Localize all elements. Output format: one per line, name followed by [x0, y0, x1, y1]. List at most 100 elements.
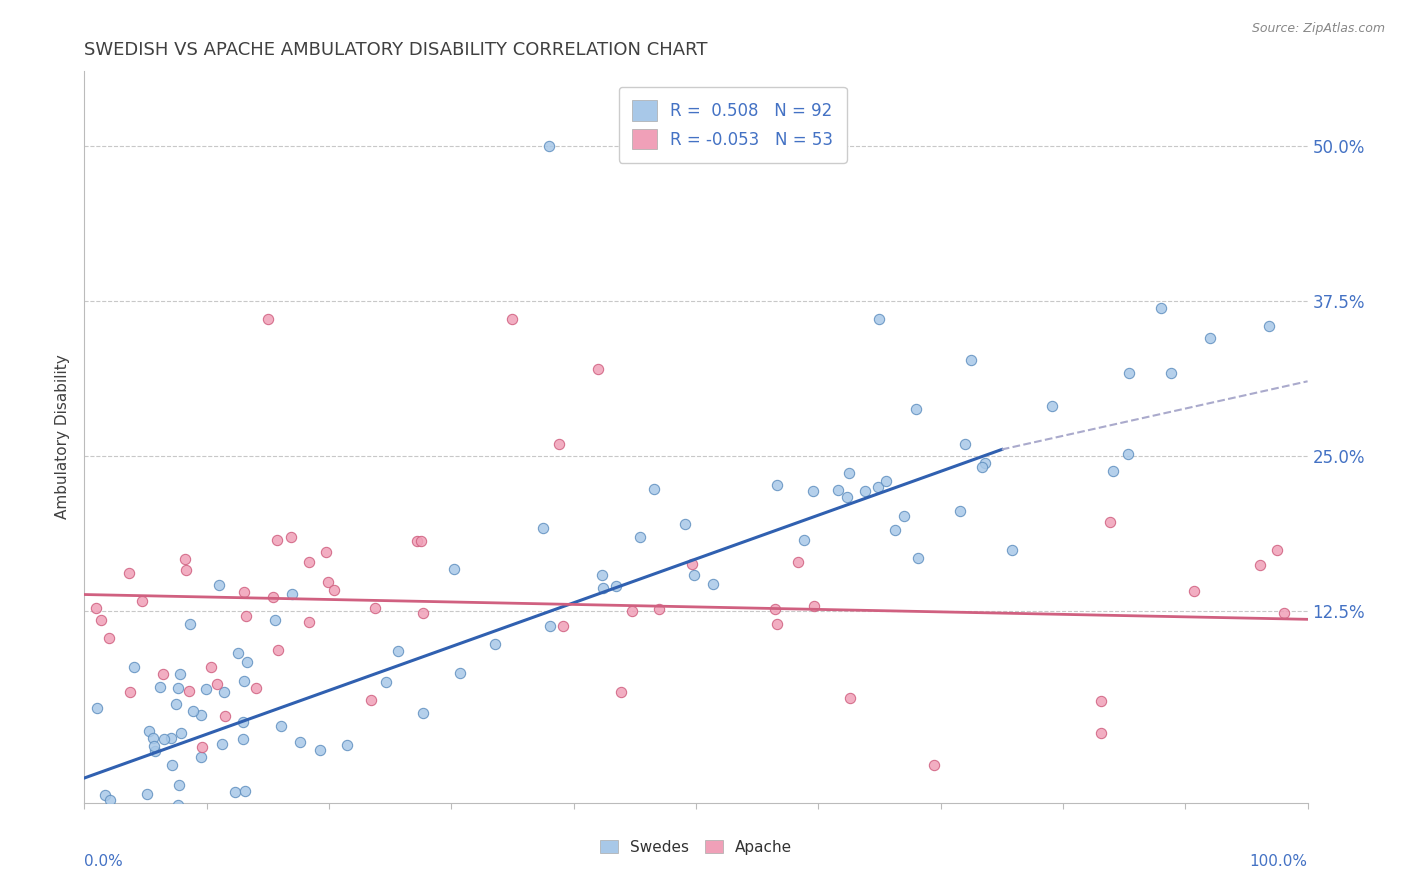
Point: [1150, 301, 1173, 315]
Point: [138, 724, 160, 739]
Point: [111, 833, 134, 847]
Point: [551, 619, 574, 633]
Point: [364, 601, 387, 615]
Point: [1258, 318, 1281, 333]
Point: [316, 575, 339, 590]
Point: [142, 731, 165, 745]
Point: [165, 697, 187, 711]
Point: [681, 557, 703, 571]
Point: [1040, 399, 1063, 413]
Point: [179, 616, 201, 631]
Point: [167, 681, 190, 695]
Point: [167, 814, 190, 828]
Point: [177, 684, 200, 698]
Point: [235, 608, 257, 623]
Point: [673, 516, 696, 531]
Point: [232, 731, 254, 746]
Point: [538, 619, 561, 633]
Point: [298, 555, 321, 569]
Y-axis label: Ambulatory Disability: Ambulatory Disability: [55, 355, 70, 519]
Point: [118, 566, 141, 580]
Text: 0.0%: 0.0%: [84, 854, 124, 869]
Point: [298, 615, 321, 630]
Text: Source: ZipAtlas.com: Source: ZipAtlas.com: [1251, 22, 1385, 36]
Point: [212, 685, 235, 699]
Point: [98, 793, 121, 807]
Point: [406, 534, 429, 549]
Point: [974, 457, 997, 471]
Point: [211, 737, 233, 751]
Point: [90, 613, 112, 627]
Point: [143, 739, 166, 754]
Point: [149, 680, 172, 694]
Point: [232, 674, 254, 689]
Point: [839, 691, 862, 706]
Point: [190, 750, 212, 764]
Point: [152, 666, 174, 681]
Point: [309, 743, 332, 757]
Point: [1116, 447, 1139, 461]
Point: [233, 784, 256, 798]
Point: [167, 778, 190, 792]
Point: [236, 655, 259, 669]
Point: [257, 312, 280, 326]
Point: [801, 483, 824, 498]
Point: [502, 312, 524, 326]
Point: [360, 692, 382, 706]
Point: [93, 788, 115, 802]
Point: [1249, 558, 1271, 572]
Point: [212, 811, 235, 825]
Point: [827, 483, 849, 498]
Point: [592, 581, 614, 595]
Point: [643, 482, 665, 496]
Point: [605, 579, 627, 593]
Point: [548, 437, 571, 451]
Point: [869, 312, 891, 326]
Point: [960, 352, 983, 367]
Point: [166, 798, 188, 813]
Point: [323, 582, 346, 597]
Point: [449, 666, 471, 681]
Point: [245, 681, 267, 696]
Point: [190, 707, 212, 722]
Point: [176, 563, 198, 577]
Point: [793, 533, 815, 547]
Point: [205, 677, 228, 691]
Point: [702, 576, 724, 591]
Text: 100.0%: 100.0%: [1250, 854, 1308, 869]
Point: [766, 617, 789, 632]
Point: [120, 685, 142, 699]
Point: [905, 402, 928, 417]
Point: [953, 437, 976, 451]
Point: [98, 631, 121, 645]
Point: [1090, 694, 1112, 708]
Point: [1272, 607, 1295, 621]
Point: [131, 594, 153, 608]
Point: [484, 637, 506, 651]
Point: [159, 731, 181, 745]
Point: [214, 709, 236, 723]
Point: [1098, 515, 1121, 529]
Point: [1198, 331, 1220, 345]
Point: [336, 738, 359, 752]
Point: [86, 700, 108, 714]
Point: [948, 503, 970, 517]
Point: [1118, 366, 1140, 380]
Point: [184, 844, 207, 858]
Text: SWEDISH VS APACHE AMBULATORY DISABILITY CORRELATION CHART: SWEDISH VS APACHE AMBULATORY DISABILITY …: [84, 41, 707, 59]
Point: [1182, 583, 1205, 598]
Legend: Swedes, Apache: Swedes, Apache: [593, 834, 799, 861]
Point: [191, 739, 214, 754]
Point: [264, 613, 287, 627]
Point: [124, 856, 146, 871]
Point: [1102, 464, 1125, 478]
Point: [838, 466, 860, 480]
Point: [267, 643, 290, 657]
Point: [232, 715, 254, 730]
Point: [628, 530, 651, 544]
Point: [803, 599, 825, 614]
Point: [281, 587, 304, 601]
Point: [443, 562, 465, 576]
Point: [170, 726, 193, 740]
Point: [922, 757, 945, 772]
